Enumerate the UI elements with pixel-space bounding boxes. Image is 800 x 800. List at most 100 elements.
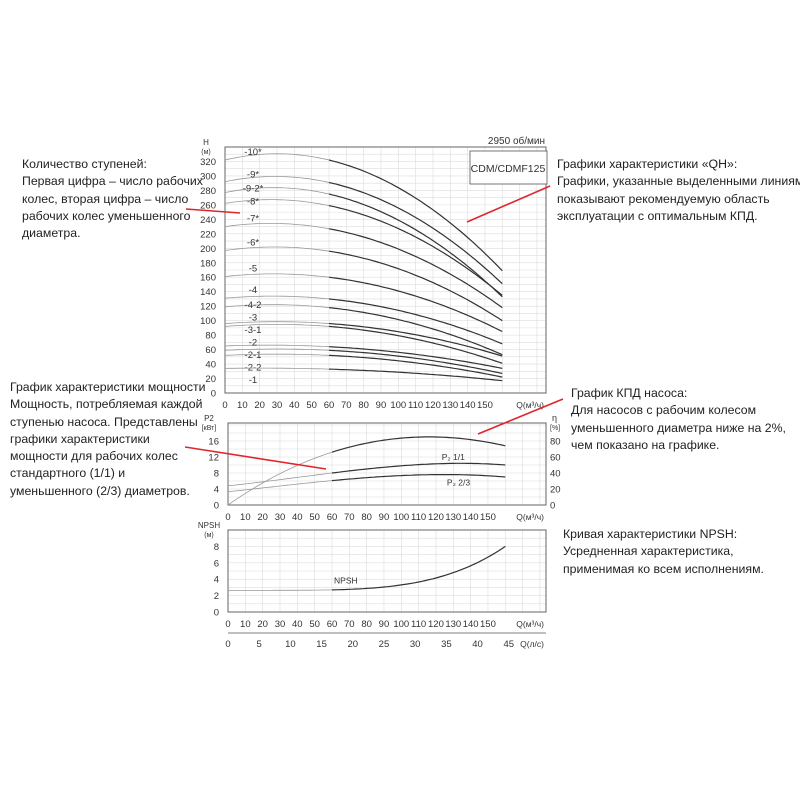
series-line-recommended <box>331 436 506 453</box>
y-tick-label: 280 <box>200 186 216 197</box>
y2-tick-label: 0 <box>550 501 555 512</box>
y2-tick-label: 20 <box>550 485 561 496</box>
x-tick-label: 130 <box>442 400 458 411</box>
y-tick-label: 6 <box>214 558 219 569</box>
x-tick-label: 140 <box>463 512 479 523</box>
series-line-recommended <box>328 181 503 285</box>
model-label: CDM/CDMF125 <box>471 163 546 175</box>
series-line-recommended <box>328 354 503 378</box>
annotation-efficiency: График КПД насоса: Для насосов с рабочим… <box>571 385 786 454</box>
x-tick-label: 10 <box>237 400 248 411</box>
series-line-thin <box>224 344 330 348</box>
x2-axis-label: Q(л/с) <box>520 639 544 649</box>
y-tick-label: 320 <box>200 157 216 168</box>
annotation-line: чем показано на графике. <box>571 437 720 452</box>
series-line-thin <box>224 304 330 308</box>
annotation-line: Графики характеристики «QH»: <box>557 157 738 171</box>
x-tick-label: 130 <box>445 619 461 630</box>
y2-tick-label: 80 <box>550 437 561 448</box>
y-tick-label: 80 <box>205 331 216 342</box>
series-line-recommended <box>331 462 506 474</box>
series-line-thin <box>224 199 330 206</box>
y-tick-label: 8 <box>214 542 219 553</box>
plot-frame <box>227 529 547 613</box>
callout-line <box>185 208 241 214</box>
annotation-line: стандартного (1/1) и <box>10 466 126 481</box>
series-line-recommended <box>331 474 506 482</box>
series-label: -10* <box>244 147 262 158</box>
annotation-line: Мощность, потребляемая каждой <box>10 397 203 412</box>
series-label: -2 <box>249 338 257 349</box>
x-tick-label: 110 <box>411 512 426 523</box>
y-tick-label: 100 <box>200 316 216 327</box>
annotation-line: ступенью насоса. Представлены <box>10 414 198 429</box>
series-line-recommended <box>328 276 503 333</box>
callout-line <box>184 446 327 470</box>
x-axis-label: Q(м³/ч) <box>516 512 544 522</box>
y-tick-label: 260 <box>200 200 216 211</box>
plot-frame <box>227 422 547 506</box>
x-tick-label: 20 <box>257 512 268 523</box>
x-tick-label: 90 <box>379 619 390 630</box>
x-tick-label: 80 <box>361 512 372 523</box>
annotation-qh: Графики характеристики «QH»: Графики, ук… <box>557 156 800 225</box>
series-line-thin <box>224 321 330 324</box>
series-line-thin <box>227 589 332 592</box>
x2-tick-label: 5 <box>257 639 262 650</box>
annotation-line: графики характеристики <box>10 431 150 446</box>
series-label: -4-2 <box>245 300 262 311</box>
x-tick-label: 40 <box>289 400 300 411</box>
x-tick-label: 20 <box>257 619 268 630</box>
series-line-thin <box>224 176 330 183</box>
series-line-thin <box>227 472 333 487</box>
x-tick-label: 140 <box>460 400 476 411</box>
annotation-line: График КПД насоса: <box>571 386 688 400</box>
y-tick-label: 0 <box>214 501 219 512</box>
y-tick-label: 4 <box>214 575 219 586</box>
annotation-stages: Количество ступеней: Первая цифра – числ… <box>22 156 203 242</box>
x2-tick-label: 30 <box>410 639 421 650</box>
y-tick-label: 120 <box>200 302 216 313</box>
x-tick-label: 0 <box>225 512 230 523</box>
x-tick-label: 0 <box>222 400 227 411</box>
annotation-line: Графики, указанные выделенными линиями, <box>557 174 800 189</box>
x-tick-label: 70 <box>344 619 355 630</box>
x2-tick-label: 35 <box>441 639 452 650</box>
series-label: -5 <box>249 264 257 275</box>
x-tick-label: 80 <box>358 400 369 411</box>
x-tick-label: 60 <box>327 619 338 630</box>
series-line-recommended <box>328 193 503 298</box>
y-tick-label: 140 <box>200 287 216 298</box>
y-axis-unit: (м) <box>204 532 213 539</box>
series-line-recommended <box>328 368 503 382</box>
x-tick-label: 30 <box>272 400 283 411</box>
annotation-line: Усредненная характеристика, <box>563 544 734 559</box>
y-tick-label: 4 <box>214 485 219 496</box>
y-axis-label: NPSH <box>198 521 220 530</box>
y-tick-label: 300 <box>200 171 216 182</box>
x-tick-label: 140 <box>463 619 479 630</box>
annotation-line: График характеристики мощности <box>10 380 206 394</box>
x-tick-label: 110 <box>408 400 423 411</box>
series-line-recommended <box>328 298 503 345</box>
x-tick-label: 30 <box>275 512 286 523</box>
series-line-thin <box>224 367 330 370</box>
x-tick-label: 120 <box>428 512 444 523</box>
series-line-recommended <box>328 346 503 369</box>
x-tick-label: 70 <box>341 400 352 411</box>
series-label: -2-1 <box>245 350 262 361</box>
y-tick-label: 220 <box>200 229 216 240</box>
series-line-recommended <box>328 307 503 356</box>
series-line-recommended <box>328 228 503 309</box>
y2-tick-label: 40 <box>550 469 561 480</box>
series-line-recommended <box>328 250 503 322</box>
series-line-thin <box>227 480 333 493</box>
x-tick-label: 20 <box>254 400 265 411</box>
plot-frame <box>224 146 547 394</box>
series-label: -4 <box>249 285 257 296</box>
series-line-thin <box>224 246 330 252</box>
y-tick-label: 60 <box>205 345 216 356</box>
series-line-thin <box>224 324 330 327</box>
series-line-thin <box>227 451 333 506</box>
x-tick-label: 50 <box>309 619 320 630</box>
